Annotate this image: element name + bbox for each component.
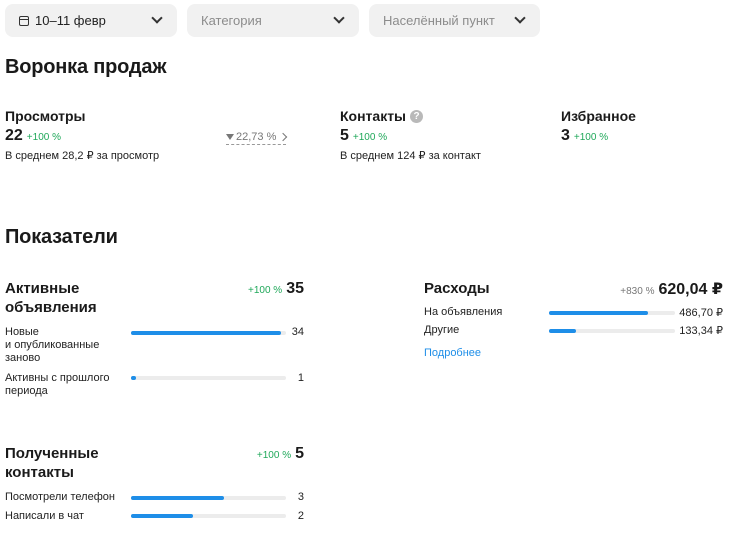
conversion-value: 22,73 %: [236, 131, 277, 143]
conversion-link[interactable]: 22,73 %: [226, 131, 288, 145]
active-row-prev-bar: [131, 376, 286, 380]
contacts-sub: В среднем 124 ₽ за контакт: [340, 150, 481, 162]
category-filter[interactable]: Категория: [187, 4, 359, 37]
expenses-row-listings-label: На объявления: [424, 306, 503, 318]
contacts-row-phone-label: Посмотрели телефон: [5, 491, 115, 503]
expenses-row-listings: На объявления: [424, 306, 502, 319]
expenses-total: +830 % 620,04 ₽: [580, 279, 723, 299]
active-row-new-value: 34: [291, 326, 304, 338]
active-listings-change: +100 %: [248, 285, 283, 296]
active-row-new: Новые и опубликованные заново: [5, 326, 99, 365]
views-change: +100 %: [26, 132, 61, 143]
location-filter-placeholder: Населённый пункт: [383, 13, 495, 28]
expenses-row-listings-value: 486,70 ₽: [679, 307, 723, 319]
received-contacts-title-line2: контакты: [5, 464, 74, 481]
contacts-row-chat-label: Написали в чат: [5, 510, 84, 522]
chevron-right-icon: [279, 132, 288, 142]
contacts-row-phone-bar-fill: [131, 496, 224, 500]
chevron-down-icon: [514, 12, 526, 24]
active-listings-title-line2: объявления: [5, 299, 97, 316]
funnel-contacts: Контакты ? 5 +100 % В среднем 124 ₽ за к…: [340, 108, 481, 162]
expenses-total-value: 620,04 ₽: [658, 281, 723, 298]
calendar-icon: [19, 15, 29, 26]
active-row-new-label: Новые и опубликованные заново: [5, 326, 99, 365]
received-contacts-title: Полученные контакты: [5, 444, 99, 482]
active-listings-total: +100 % 35: [200, 280, 304, 298]
contacts-label: Контакты: [340, 108, 407, 124]
views-value: 22: [5, 127, 23, 144]
help-icon[interactable]: ?: [410, 109, 424, 123]
favorites-change: +100 %: [573, 132, 609, 143]
contacts-row-chat: Написали в чат: [5, 510, 84, 523]
contacts-row-chat-value: 2: [297, 510, 304, 522]
favorites-value: 3: [561, 127, 570, 144]
active-row-new-label-line2: и опубликованные: [5, 339, 100, 351]
active-row-prev: Активны с прошлого периода: [5, 372, 109, 398]
funnel-views: Просмотры 22 +100 % В среднем 28,2 ₽ за …: [5, 108, 159, 162]
received-contacts-total-value: 5: [295, 445, 304, 462]
filter-bar: 10–11 февр Категория Населённый пункт: [5, 4, 550, 37]
expenses-row-other-value: 133,34 ₽: [679, 325, 723, 337]
expenses-row-listings-bar: [549, 311, 675, 315]
active-row-new-label-line1: Новые: [5, 326, 39, 338]
active-row-new-bar-fill: [131, 331, 282, 335]
funnel-favorites: Избранное 3 +100 %: [561, 108, 636, 145]
contacts-row-chat-bar-fill: [131, 514, 193, 518]
expenses-row-other-bar-fill: [549, 329, 577, 333]
chevron-down-icon: [151, 12, 163, 24]
contacts-value: 5: [340, 127, 349, 144]
expenses-row-listings-bar-fill: [549, 311, 648, 315]
date-filter[interactable]: 10–11 февр: [5, 4, 177, 37]
category-filter-placeholder: Категория: [201, 13, 262, 28]
active-listings-title: Активные объявления: [5, 279, 97, 317]
expenses-row-other-label: Другие: [424, 324, 460, 336]
expenses-more-link[interactable]: Подробнее: [424, 347, 482, 359]
active-listings-title-line1: Активные: [5, 280, 80, 297]
views-label: Просмотры: [5, 108, 86, 124]
views-sub: В среднем 28,2 ₽ за просмотр: [5, 150, 160, 162]
views-value-row: 22 +100 %: [5, 127, 159, 145]
contacts-change: +100 %: [352, 132, 388, 143]
expenses-change: +830 %: [620, 286, 655, 297]
expenses-row-other: Другие: [424, 324, 459, 337]
active-row-new-bar: [131, 331, 286, 335]
active-row-prev-label-line2: периода: [5, 385, 48, 397]
active-row-prev-label-line1: Активны с прошлого: [5, 372, 110, 384]
active-row-new-label-line3: заново: [5, 352, 41, 364]
active-row-prev-value: 1: [297, 372, 304, 384]
favorites-value-row: 3 +100 %: [561, 127, 636, 145]
received-contacts-title-line1: Полученные: [5, 445, 99, 462]
chevron-down-icon: [333, 12, 345, 24]
received-contacts-total: +100 % 5: [220, 445, 304, 463]
location-filter[interactable]: Населённый пункт: [369, 4, 540, 37]
contacts-row-phone: Посмотрели телефон: [5, 491, 115, 504]
date-filter-value-group: 10–11 февр: [19, 13, 106, 28]
metrics-title: Показатели: [5, 226, 118, 248]
contacts-row-chat-bar: [131, 514, 286, 518]
contacts-row-phone-bar: [131, 496, 286, 500]
active-listings-total-value: 35: [286, 280, 304, 297]
received-contacts-change: +100 %: [256, 450, 292, 461]
active-row-prev-label: Активны с прошлого периода: [5, 372, 109, 398]
favorites-label: Избранное: [561, 108, 636, 124]
funnel-icon: [226, 134, 234, 140]
active-row-prev-bar-fill: [131, 376, 136, 380]
contacts-value-row: 5 +100 %: [340, 127, 481, 145]
contacts-label-row: Контакты ?: [340, 108, 481, 124]
expenses-row-other-bar: [549, 329, 675, 333]
contacts-row-phone-value: 3: [297, 491, 304, 503]
date-filter-value: 10–11 февр: [35, 13, 106, 28]
expenses-title: Расходы: [424, 280, 490, 297]
funnel-title: Воронка продаж: [5, 56, 167, 78]
